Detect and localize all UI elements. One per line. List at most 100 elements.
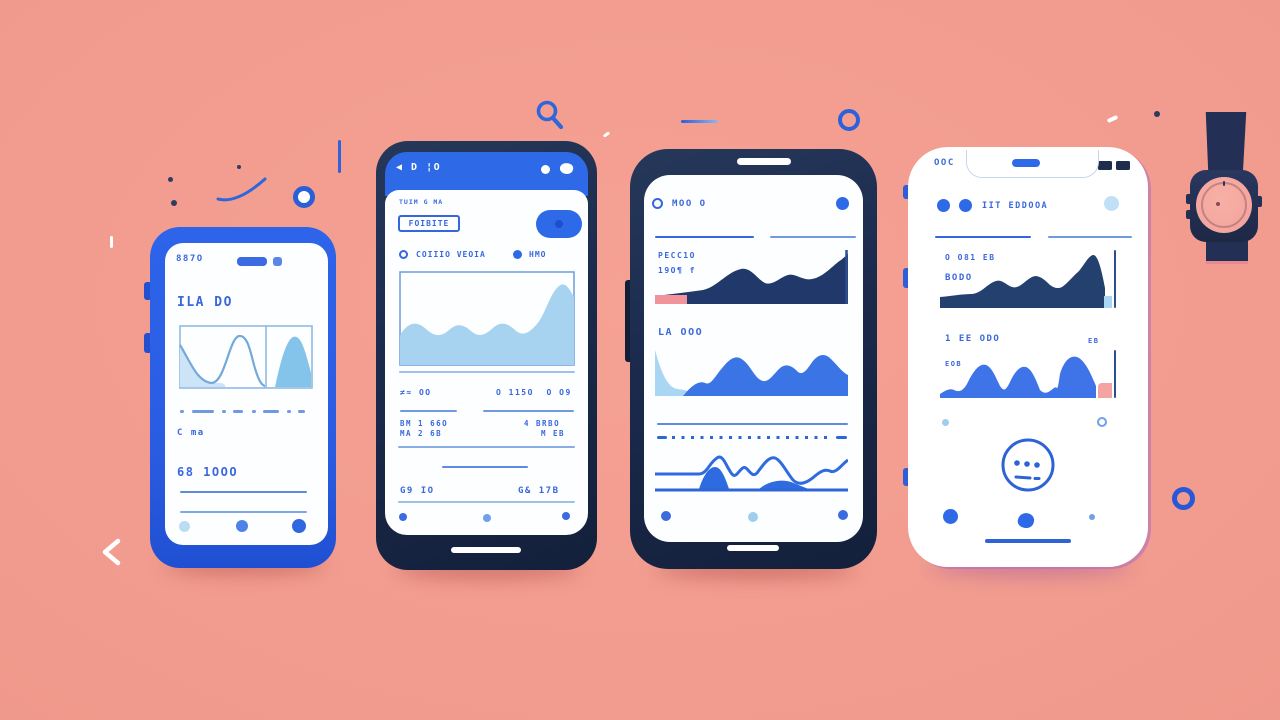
phone3-chart-label: PECC1O: [658, 251, 696, 260]
phone2-center-line: [442, 466, 528, 468]
phone3-side-button[interactable]: [625, 280, 633, 362]
phone1-side-button[interactable]: [144, 333, 152, 353]
phone1-dash: [298, 410, 305, 413]
phone4-frame: [908, 147, 1148, 567]
phone2-microtext: TUIM G MA: [399, 198, 444, 206]
watch-crown[interactable]: [1186, 210, 1192, 219]
phone4-home-bar[interactable]: [985, 539, 1071, 543]
phone3-dotted-row: [672, 436, 832, 439]
watch-face-ring: [1201, 182, 1247, 228]
phone2-table-cell: M EB: [541, 429, 566, 438]
phone2-nav-dot[interactable]: [562, 512, 570, 520]
phone1-status-pill: [237, 257, 267, 266]
phone1-nav-dot[interactable]: [292, 519, 306, 533]
phone4-chart-border: [1114, 250, 1116, 308]
phone2-footer-right: G& 17B: [518, 486, 560, 496]
phone1-dash: [180, 410, 184, 413]
decor-ring: [1172, 487, 1195, 510]
phone2-table-cell: BM 1 66O: [400, 419, 449, 428]
phone2-nav-dot[interactable]: [399, 513, 407, 521]
phone1-nav-dot[interactable]: [179, 521, 190, 532]
phone1-status-square: [273, 257, 282, 266]
phone4-header-label: IIT EDDOOA: [982, 201, 1049, 211]
decor-dot: [171, 200, 177, 206]
phone1-dash: [252, 410, 256, 413]
watch-crown[interactable]: [1186, 194, 1192, 204]
phone2-nav-dot[interactable]: [483, 514, 491, 522]
phone2-meta-right: O 115O O O9: [496, 388, 572, 397]
phone4-nav-dot[interactable]: [943, 509, 958, 524]
phone4-wave-chart: [940, 356, 1112, 398]
watch-crown[interactable]: [1256, 196, 1262, 207]
phone2-sort-icon[interactable]: [513, 250, 522, 259]
phone4-avatar-dot[interactable]: [959, 199, 972, 212]
decor-dot: [1154, 111, 1160, 117]
phone4-chart-label: BODO: [945, 273, 973, 283]
phone3-nav-dot[interactable]: [748, 512, 758, 522]
phone1-dash: [263, 410, 279, 413]
phone4-side-button[interactable]: [903, 468, 911, 486]
phone2-fab-button[interactable]: [536, 210, 582, 238]
phone2-chip-button[interactable]: FOIBITE: [398, 215, 460, 232]
phone4-side-button[interactable]: [903, 268, 911, 288]
watch-tick: [1223, 181, 1225, 186]
phone4-mini-dot: [942, 419, 949, 426]
decor-line: [681, 120, 718, 123]
phone1-list-line: [180, 511, 307, 513]
phone2-filter-label: COIIIO VEOIA: [416, 250, 486, 259]
decor-dash: [1106, 114, 1119, 124]
phone4-tab-line[interactable]: [935, 236, 1031, 238]
phone1-status-text: 887O: [176, 254, 204, 264]
phone2-area-chart: [399, 271, 575, 366]
phone2-filter-icon[interactable]: [399, 250, 408, 259]
phone2-status-text: ◀ D ¦O: [396, 162, 442, 173]
phone1-dash: [233, 410, 243, 413]
phone3-section-label: LA OOO: [658, 327, 704, 338]
phone4-status-icon: [1116, 161, 1130, 170]
decor-dash: [602, 131, 611, 138]
phone4-avatar-dot[interactable]: [937, 199, 950, 212]
phone4-ellipsis-face-icon[interactable]: [1000, 437, 1056, 493]
phone4-mini-ring: [1097, 417, 1107, 427]
phone2-statusbar: [385, 152, 588, 196]
phone4-chart-border: [1114, 350, 1116, 398]
phone4-tab-line[interactable]: [1048, 236, 1132, 238]
phone4-section-right: EB: [1088, 337, 1100, 345]
decor-ring-dot: [293, 186, 315, 208]
chevron-left-icon: [102, 538, 121, 566]
phone3-line-chart: [655, 455, 848, 492]
phone4-sub-label: EOB: [945, 360, 963, 368]
phone3-home-bar[interactable]: [727, 545, 779, 551]
phone3-profile-dot[interactable]: [836, 197, 849, 210]
phone2-footer-left: G9 IO: [400, 486, 435, 496]
phone4-nav-dot[interactable]: [1089, 514, 1095, 520]
phone1-dash: [222, 410, 226, 413]
phone3-nav-dot[interactable]: [661, 511, 671, 521]
decor-ring: [838, 109, 860, 131]
phone4-profile-dot[interactable]: [1104, 196, 1119, 211]
phone4-notch-outline: [966, 150, 1099, 178]
phone1-side-button[interactable]: [144, 282, 152, 300]
phone1-dash: [192, 410, 214, 413]
phone2-fab-dot: [555, 220, 563, 228]
phone3-dotted-row: [657, 436, 667, 439]
decor-tick: [338, 140, 341, 173]
phone3-nav-dot[interactable]: [838, 510, 848, 520]
phone3-tab-line[interactable]: [655, 236, 754, 238]
phone1-list-line: [180, 491, 307, 493]
search-icon: [536, 100, 564, 130]
phone1-screen: [165, 243, 328, 545]
phone4-section-label: 1 EE ODO: [945, 334, 1001, 344]
phone4-side-button[interactable]: [903, 185, 911, 199]
phone2-home-bar[interactable]: [451, 547, 521, 553]
phone2-table-cell: 4 BRBO: [524, 419, 561, 428]
phone1-nav-dot[interactable]: [236, 520, 248, 532]
phone1-area-chart: [179, 325, 313, 389]
phone2-status-dot: [541, 165, 550, 174]
phone2-underline: [400, 410, 457, 412]
phone3-tab-line[interactable]: [770, 236, 856, 238]
phone3-menu-icon[interactable]: [652, 198, 663, 209]
phone2-divider: [398, 501, 575, 503]
phone2-chip-label: FOIBITE: [408, 218, 450, 228]
